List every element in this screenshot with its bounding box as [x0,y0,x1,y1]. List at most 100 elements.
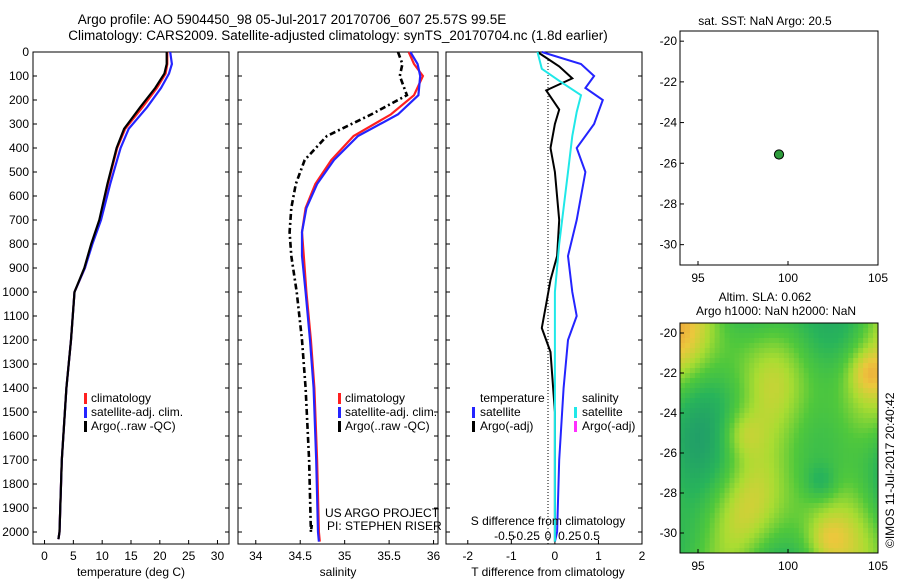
sla-cell [793,513,800,519]
sla-cell [833,503,839,509]
sla-cell [754,408,760,414]
sla-cell [848,463,854,469]
sla-cell [813,403,819,409]
series-line-0 [300,51,425,542]
sla-cell [873,468,879,474]
sla-cell [823,458,829,464]
sla-cell [754,363,760,369]
sla-cell [734,488,740,494]
sla-cell [734,433,740,439]
sla-cell [833,358,839,364]
sla-cell [843,518,849,524]
sla-cell [843,433,849,439]
sla-cell [873,423,879,429]
sla-cell [808,513,815,519]
sla-cell [729,518,735,524]
sla-cell [680,468,686,474]
xtick-label: 1 [595,549,602,563]
sla-cell [848,333,854,339]
sla-cell [783,423,790,429]
sla-cell [853,343,859,349]
lat-tick-label: -24 [660,116,678,130]
sla-cell [848,533,854,539]
sla-cell [734,383,740,389]
ytick-label: 1300 [2,357,29,371]
sla-cell [838,353,844,359]
sla-cell [828,423,834,429]
sla-cell [873,503,879,509]
sla-cell [853,363,859,369]
sla-cell [699,488,706,494]
sla-cell [719,518,725,524]
sla-cell [863,423,869,429]
difference-legend: temperature salinitysatelliteArgo(-adj)sa… [472,391,635,433]
sla-cell [680,348,686,354]
sla-cell [719,498,725,504]
sla-cell [709,523,716,529]
sla-cell [714,433,720,439]
sla-cell [858,498,864,504]
sla-cell [848,448,854,454]
sla-cell [694,473,701,479]
sla-cell [863,463,869,469]
sla-cell [734,378,740,384]
sla-cell [714,548,720,554]
sla-cell [694,508,701,514]
sla-cell [843,488,849,494]
sla-cell [779,428,785,434]
sla-cell [744,433,750,439]
sla-cell [694,528,701,534]
sla-cell [803,388,810,394]
sla-cell [774,523,780,529]
sla-cell [783,363,790,369]
sla-cell [724,338,730,344]
sla-cell [818,503,824,509]
sla-cell [744,363,750,369]
sla-cell [798,508,805,514]
sla-cell [818,493,824,499]
sla-cell [828,433,834,439]
sla-cell [783,508,790,514]
sla-cell [843,393,849,399]
sla-cell [774,378,780,384]
sla-cell [709,338,716,344]
sla-cell [868,348,874,354]
sla-cell [754,533,760,539]
sla-cell [868,433,874,439]
sla-cell [868,408,874,414]
sla-cell [853,368,859,374]
sla-cell [818,378,824,384]
sla-cell [724,348,730,354]
sla-cell [813,478,819,484]
sla-cell [739,373,745,379]
sla-cell [764,428,770,434]
sla-cell [813,433,819,439]
xtick-label: 2 [639,549,646,563]
sla-cell [873,368,879,374]
sla-cell [863,548,869,554]
sla-cell [684,438,691,444]
sla-cell [774,508,780,514]
sla-cell [694,453,701,459]
sla-cell [848,338,854,344]
sla-cell [848,518,854,524]
sla-cell [808,438,815,444]
sla-cell [764,548,770,554]
sla-cell [823,383,829,389]
sla-cell [868,513,874,519]
sla-cell [863,438,869,444]
xtick-label: 5 [70,549,77,563]
sla-cell [813,443,819,449]
sla-cell [818,353,824,359]
sla-cell [828,338,834,344]
sla-cell [719,433,725,439]
ytick-label: 1200 [2,333,29,347]
sla-cell [749,503,755,509]
sla-cell [764,328,770,334]
sla-cell [828,328,834,334]
sla-cell [793,418,800,424]
sla-cell [873,403,879,409]
sla-cell [863,323,869,329]
sla-cell [744,523,750,529]
